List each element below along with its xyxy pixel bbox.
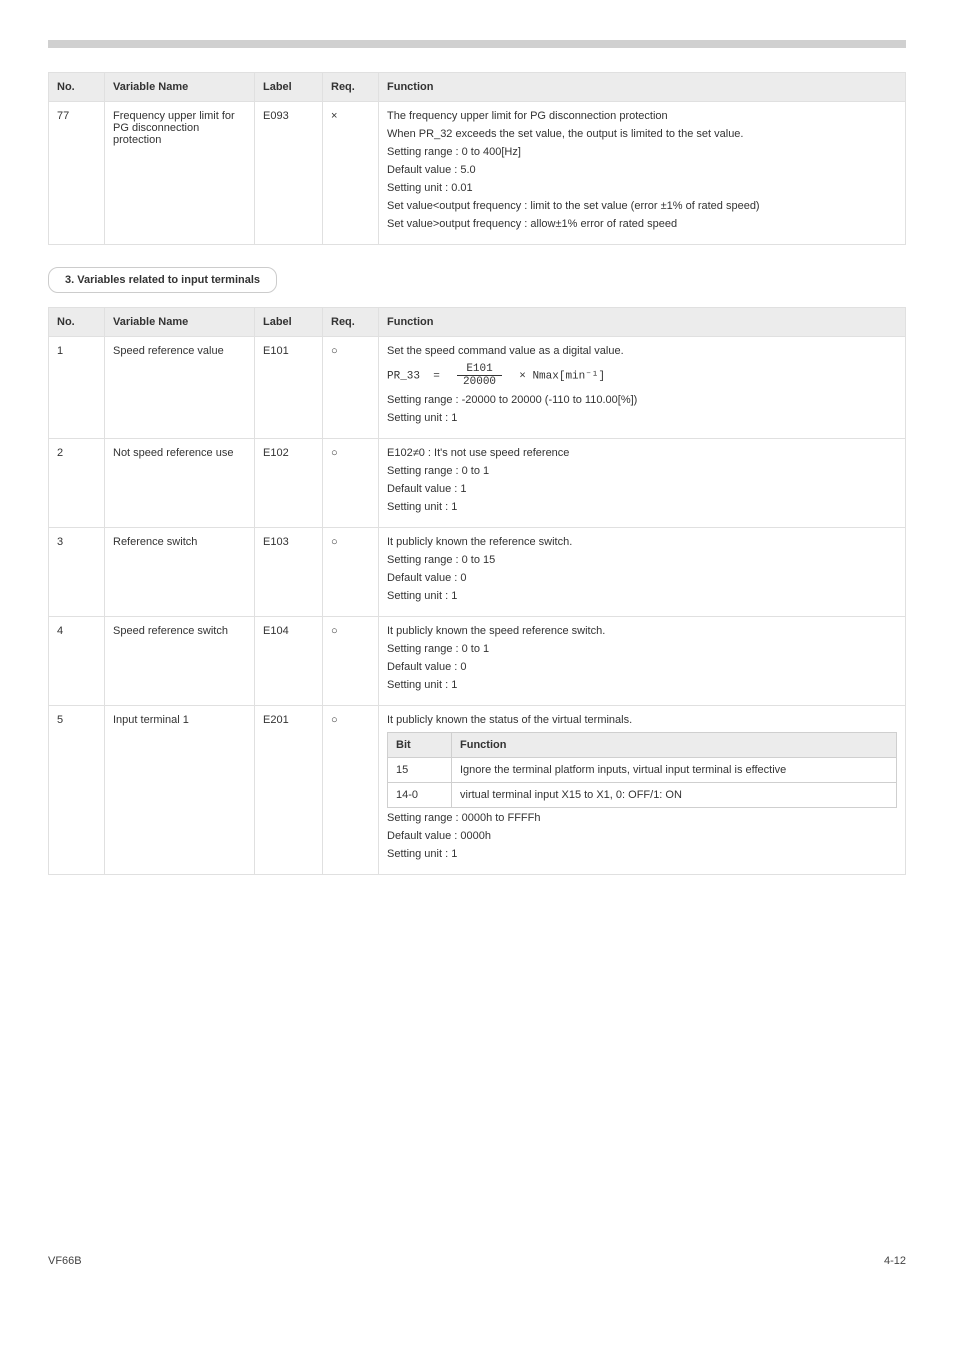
cell-desc: It publicly known the status of the virt… (379, 706, 906, 875)
desc-line: Default value : 0000h (387, 830, 897, 842)
cell-req: × (323, 102, 379, 245)
desc-line: Set value>output frequency : allow±1% er… (387, 218, 897, 230)
desc-line: Setting unit : 1 (387, 590, 897, 602)
desc-line: Setting range : 0 to 15 (387, 554, 897, 566)
desc-line: When PR_32 exceeds the set value, the ou… (387, 128, 897, 140)
desc-line: Set value<output frequency : limit to th… (387, 200, 897, 212)
desc-line: Default value : 1 (387, 483, 897, 495)
col-header-req: Req. (323, 73, 379, 102)
fraction-den: 20000 (457, 376, 502, 388)
desc-line: Default value : 5.0 (387, 164, 897, 176)
desc-line: Set the speed command value as a digital… (387, 345, 897, 357)
table-row: 77 Frequency upper limit for PG disconne… (49, 102, 906, 245)
desc-line: Setting unit : 1 (387, 501, 897, 513)
bit-cell: virtual terminal input X15 to X1, 0: OFF… (452, 783, 897, 808)
fraction: E101 20000 (457, 363, 502, 388)
cell-label: E101 (255, 337, 323, 439)
desc-line: The frequency upper limit for PG disconn… (387, 110, 897, 122)
bit-table-header: Bit Function (388, 733, 897, 758)
desc-line: E102≠0 : It's not use speed reference (387, 447, 897, 459)
top-rule (48, 40, 906, 48)
fraction-num: E101 (457, 363, 502, 376)
cell-name: Frequency upper limit for PG disconnecti… (105, 102, 255, 245)
cell-label: E104 (255, 617, 323, 706)
desc-line: It publicly known the status of the virt… (387, 714, 897, 726)
desc-line: Setting unit : 1 (387, 848, 897, 860)
col-header-req: Req. (323, 308, 379, 337)
cell-req: ○ (323, 439, 379, 528)
table-header-row: No. Variable Name Label Req. Function (49, 73, 906, 102)
cell-no: 3 (49, 528, 105, 617)
col-header-label: Label (255, 73, 323, 102)
cell-label: E201 (255, 706, 323, 875)
cell-no: 2 (49, 439, 105, 528)
cell-no: 1 (49, 337, 105, 439)
desc-line: Setting range : -20000 to 20000 (-110 to… (387, 394, 897, 406)
cell-no: 5 (49, 706, 105, 875)
desc-line: It publicly known the reference switch. (387, 536, 897, 548)
footer-left: VF66B (48, 1255, 82, 1267)
desc-line: Default value : 0 (387, 661, 897, 673)
cell-name: Speed reference switch (105, 617, 255, 706)
bit-table-row: 14-0 virtual terminal input X15 to X1, 0… (388, 783, 897, 808)
table-header-row: No. Variable Name Label Req. Function (49, 308, 906, 337)
bit-cell: Ignore the terminal platform inputs, vir… (452, 758, 897, 783)
cell-desc: Set the speed command value as a digital… (379, 337, 906, 439)
formula-lhs: PR_33 (387, 370, 420, 382)
param-table-2: No. Variable Name Label Req. Function 1 … (48, 307, 906, 875)
bit-table: Bit Function 15 Ignore the terminal plat… (387, 732, 897, 808)
cell-name: Not speed reference use (105, 439, 255, 528)
formula-tail: × Nmax[min⁻¹] (519, 370, 605, 382)
cell-name: Input terminal 1 (105, 706, 255, 875)
desc-line: Default value : 0 (387, 572, 897, 584)
footer-right: 4-12 (884, 1255, 906, 1267)
cell-name: Speed reference value (105, 337, 255, 439)
cell-req: ○ (323, 528, 379, 617)
table-row: 1 Speed reference value E101 ○ Set the s… (49, 337, 906, 439)
cell-desc: It publicly known the reference switch. … (379, 528, 906, 617)
desc-line: Setting range : 0000h to FFFFh (387, 812, 897, 824)
col-header-name: Variable Name (105, 308, 255, 337)
table-row: 2 Not speed reference use E102 ○ E102≠0 … (49, 439, 906, 528)
cell-req: ○ (323, 617, 379, 706)
bit-cell: 14-0 (388, 783, 452, 808)
desc-line: Setting unit : 1 (387, 679, 897, 691)
desc-line: Setting range : 0 to 400[Hz] (387, 146, 897, 158)
cell-no: 4 (49, 617, 105, 706)
section-heading: 3. Variables related to input terminals (48, 267, 277, 293)
cell-label: E093 (255, 102, 323, 245)
table-row: 4 Speed reference switch E104 ○ It publi… (49, 617, 906, 706)
desc-line: It publicly known the speed reference sw… (387, 625, 897, 637)
col-header-func: Function (379, 73, 906, 102)
table-row: 3 Reference switch E103 ○ It publicly kn… (49, 528, 906, 617)
cell-desc: The frequency upper limit for PG disconn… (379, 102, 906, 245)
col-header-no: No. (49, 308, 105, 337)
bit-col-header: Bit (388, 733, 452, 758)
cell-label: E103 (255, 528, 323, 617)
col-header-label: Label (255, 308, 323, 337)
cell-desc: It publicly known the speed reference sw… (379, 617, 906, 706)
page-footer: VF66B 4-12 (48, 1255, 906, 1267)
param-table-1: No. Variable Name Label Req. Function 77… (48, 72, 906, 245)
col-header-func: Function (379, 308, 906, 337)
col-header-name: Variable Name (105, 73, 255, 102)
desc-line: Setting unit : 0.01 (387, 182, 897, 194)
bit-cell: 15 (388, 758, 452, 783)
cell-label: E102 (255, 439, 323, 528)
cell-name: Reference switch (105, 528, 255, 617)
cell-req: ○ (323, 706, 379, 875)
desc-line: Setting range : 0 to 1 (387, 465, 897, 477)
formula: PR_33 = E101 20000 × Nmax[min⁻¹] (387, 363, 897, 388)
desc-line: Setting range : 0 to 1 (387, 643, 897, 655)
col-header-no: No. (49, 73, 105, 102)
cell-no: 77 (49, 102, 105, 245)
desc-line: Setting unit : 1 (387, 412, 897, 424)
cell-desc: E102≠0 : It's not use speed reference Se… (379, 439, 906, 528)
cell-req: ○ (323, 337, 379, 439)
table-row: 5 Input terminal 1 E201 ○ It publicly kn… (49, 706, 906, 875)
bit-col-header: Function (452, 733, 897, 758)
bit-table-row: 15 Ignore the terminal platform inputs, … (388, 758, 897, 783)
